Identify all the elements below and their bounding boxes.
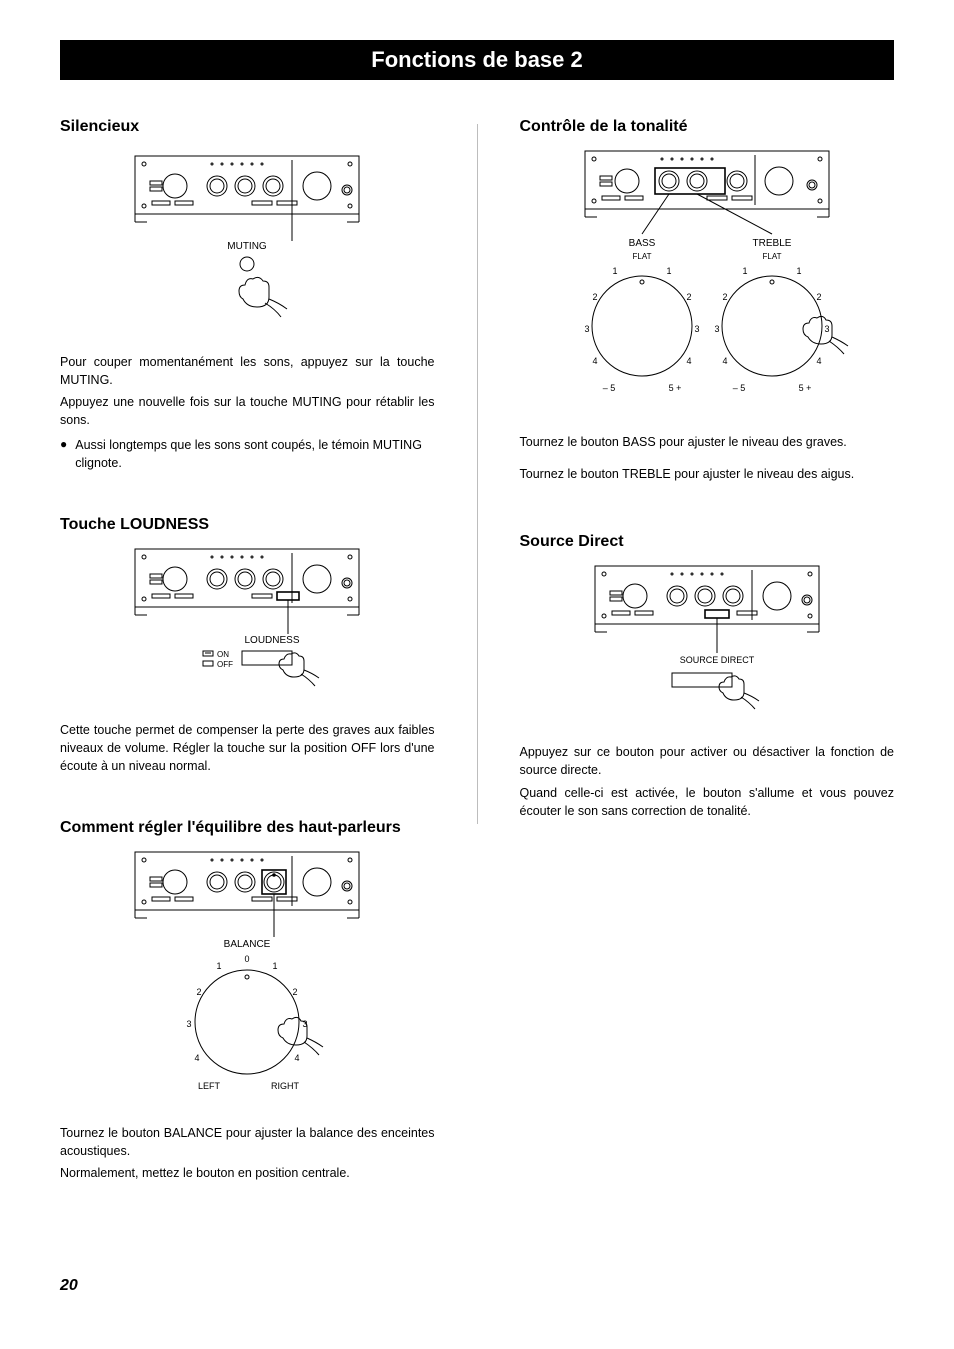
- balance-tick-l3: 3: [187, 1019, 192, 1029]
- source-p2: Quand celle-ci est activée, le bouton s'…: [520, 784, 895, 820]
- loudness-off: OFF: [217, 660, 233, 669]
- figure-balance: BALANCE 0 1 1 2 2 3 3: [60, 847, 435, 1112]
- tone-p2: Tournez le bouton TREBLE pour ajuster le…: [520, 465, 895, 483]
- treble-l2: 2: [722, 292, 727, 302]
- treble-l1: 1: [742, 266, 747, 276]
- balance-left-label: LEFT: [198, 1081, 221, 1091]
- bass-r1: 1: [666, 266, 671, 276]
- muting-diagram: MUTING: [117, 146, 377, 336]
- balance-right-label: RIGHT: [271, 1081, 300, 1091]
- bullet-icon: ●: [60, 436, 67, 472]
- balance-tick-l2: 2: [197, 987, 202, 997]
- heading-source: Source Direct: [520, 533, 895, 551]
- balance-tick-r2: 2: [293, 987, 298, 997]
- balance-p1: Tournez le bouton BALANCE pour ajuster l…: [60, 1124, 435, 1160]
- tone-diagram: BASS TREBLE FLAT FLAT 1 1 2: [547, 146, 867, 416]
- source-p1: Appuyez sur ce bouton pour activer ou dé…: [520, 743, 895, 779]
- source-label: SOURCE DIRECT: [679, 655, 754, 665]
- treble-l3: 3: [714, 324, 719, 334]
- treble-flat: FLAT: [762, 252, 781, 261]
- bass-r4: 4: [686, 356, 691, 366]
- loudness-p1: Cette touche permet de compenser la pert…: [60, 721, 435, 775]
- bass-br: 5 +: [668, 383, 681, 393]
- section-balance: Comment régler l'équilibre des haut-parl…: [60, 819, 435, 1182]
- heading-loudness: Touche LOUDNESS: [60, 516, 435, 534]
- treble-r1: 1: [796, 266, 801, 276]
- balance-diagram: BALANCE 0 1 1 2 2 3 3: [117, 847, 377, 1107]
- figure-loudness: LOUDNESS ON OFF: [60, 544, 435, 709]
- silencieux-p2: Appuyez une nouvelle fois sur la touche …: [60, 393, 435, 429]
- silencieux-p1: Pour couper momentanément les sons, appu…: [60, 353, 435, 389]
- heading-silencieux: Silencieux: [60, 118, 435, 136]
- section-loudness: Touche LOUDNESS: [60, 516, 435, 775]
- right-column: Contrôle de la tonalité: [520, 118, 895, 1227]
- treble-r2: 2: [816, 292, 821, 302]
- source-diagram: SOURCE DIRECT: [577, 561, 837, 726]
- loudness-label: LOUDNESS: [245, 635, 300, 646]
- silencieux-bullet-text: Aussi longtemps que les sons sont coupés…: [75, 436, 434, 472]
- bass-bl: – 5: [602, 383, 615, 393]
- loudness-on: ON: [217, 650, 229, 659]
- page-title-bar: Fonctions de base 2: [60, 40, 894, 80]
- bass-r3: 3: [694, 324, 699, 334]
- tone-p1: Tournez le bouton BASS pour ajuster le n…: [520, 433, 895, 451]
- page-number: 20: [60, 1277, 894, 1295]
- balance-tick-l1: 1: [217, 961, 222, 971]
- balance-tick-0: 0: [245, 954, 250, 964]
- heading-tone: Contrôle de la tonalité: [520, 118, 895, 136]
- column-divider: [477, 124, 478, 824]
- loudness-diagram: LOUDNESS ON OFF: [117, 544, 377, 704]
- bass-flat: FLAT: [632, 252, 651, 261]
- balance-tick-r4: 4: [295, 1053, 300, 1063]
- treble-l4: 4: [722, 356, 727, 366]
- figure-source: SOURCE DIRECT: [520, 561, 895, 731]
- section-tone: Contrôle de la tonalité: [520, 118, 895, 483]
- bass-r2: 2: [686, 292, 691, 302]
- treble-label: TREBLE: [752, 238, 791, 249]
- heading-balance: Comment régler l'équilibre des haut-parl…: [60, 819, 435, 837]
- bass-l1: 1: [612, 266, 617, 276]
- muting-label: MUTING: [228, 241, 268, 252]
- content-columns: Silencieux: [60, 118, 894, 1227]
- silencieux-bullet: ● Aussi longtemps que les sons sont coup…: [60, 436, 435, 472]
- balance-tick-r1: 1: [273, 961, 278, 971]
- bass-l2: 2: [592, 292, 597, 302]
- figure-muting: MUTING: [60, 146, 435, 341]
- balance-p2: Normalement, mettez le bouton en positio…: [60, 1164, 435, 1182]
- bass-label: BASS: [628, 238, 655, 249]
- balance-tick-l4: 4: [195, 1053, 200, 1063]
- treble-bl: – 5: [732, 383, 745, 393]
- treble-br: 5 +: [798, 383, 811, 393]
- treble-r4: 4: [816, 356, 821, 366]
- section-source: Source Direct: [520, 533, 895, 820]
- figure-tone: BASS TREBLE FLAT FLAT 1 1 2: [520, 146, 895, 421]
- balance-label: BALANCE: [224, 939, 271, 950]
- section-silencieux: Silencieux: [60, 118, 435, 472]
- bass-l4: 4: [592, 356, 597, 366]
- left-column: Silencieux: [60, 118, 435, 1227]
- bass-l3: 3: [584, 324, 589, 334]
- treble-r3: 3: [824, 324, 829, 334]
